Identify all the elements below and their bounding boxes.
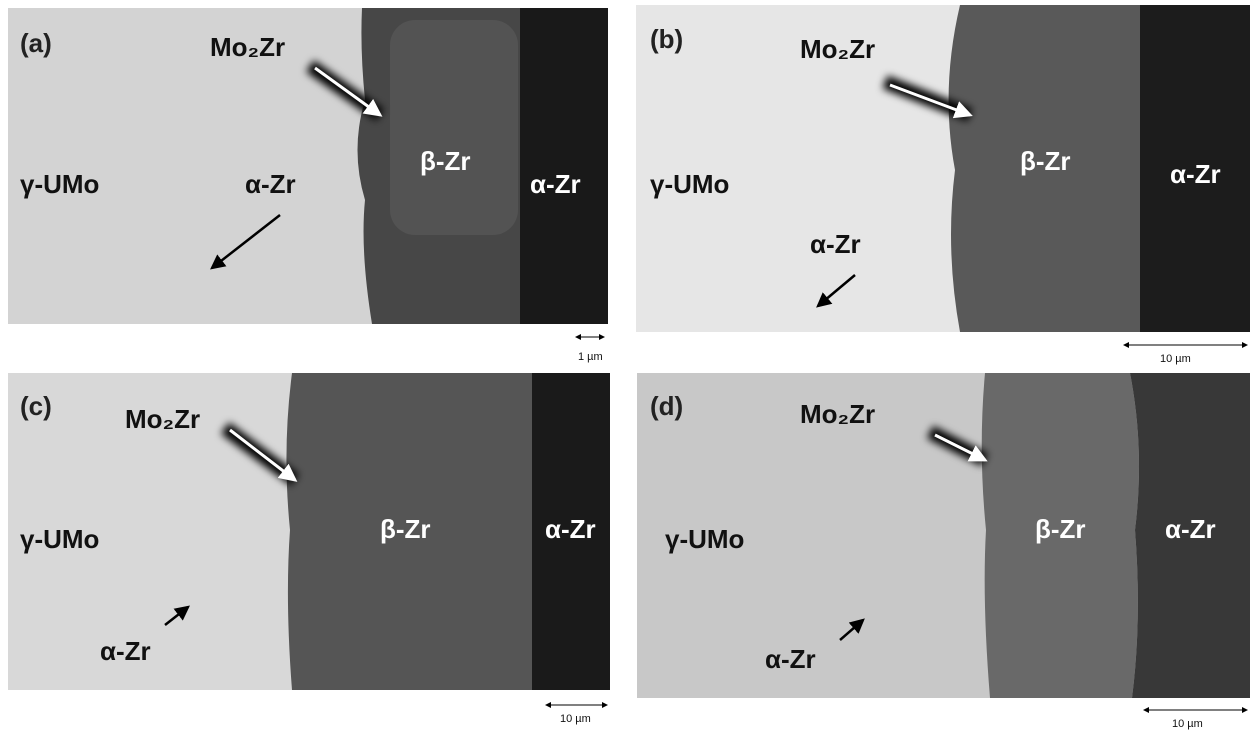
panel-b: (b) Mo₂Zr γ-UMo α-Zr β-Zr α-Zr 10 µm <box>636 5 1250 365</box>
phase-label: α-Zr <box>810 229 861 259</box>
phase-label: γ-UMo <box>665 524 744 554</box>
phase-label: α-Zr <box>100 636 151 666</box>
panel-d: (d) Mo₂Zr γ-UMo α-Zr β-Zr α-Zr 10 µm <box>637 373 1250 730</box>
phase-label: α-Zr <box>765 644 816 674</box>
phase-label: α-Zr <box>1170 159 1221 189</box>
phase-label: Mo₂Zr <box>800 399 875 429</box>
panel-label: (b) <box>650 24 683 54</box>
panel-a: (a) Mo₂Zr γ-UMo α-Zr β-Zr α-Zr 1 µm <box>8 8 608 363</box>
phase-label: Mo₂Zr <box>125 404 200 434</box>
panel-label: (a) <box>20 28 52 58</box>
panel-label: (d) <box>650 391 683 421</box>
scale-label: 10 µm <box>1172 718 1203 730</box>
phase-label: γ-UMo <box>20 169 99 199</box>
phase-label: α-Zr <box>530 169 581 199</box>
phase-label: α-Zr <box>245 169 296 199</box>
figure: (a) Mo₂Zr γ-UMo α-Zr β-Zr α-Zr 1 µm (b) … <box>0 0 1252 732</box>
phase-label: Mo₂Zr <box>800 34 875 64</box>
scale-label: 1 µm <box>578 351 603 363</box>
scale-label: 10 µm <box>560 713 591 725</box>
alpha-region <box>520 8 608 324</box>
phase-label: β-Zr <box>420 146 471 176</box>
beta-grain <box>390 20 518 235</box>
panel-label: (c) <box>20 391 52 421</box>
phase-label: β-Zr <box>380 514 431 544</box>
phase-label: Mo₂Zr <box>210 32 285 62</box>
phase-label: β-Zr <box>1035 514 1086 544</box>
phase-label: α-Zr <box>545 514 596 544</box>
panel-c: (c) Mo₂Zr γ-UMo α-Zr β-Zr α-Zr 10 µm <box>8 373 610 725</box>
phase-label: γ-UMo <box>650 169 729 199</box>
phase-label: α-Zr <box>1165 514 1216 544</box>
phase-label: γ-UMo <box>20 524 99 554</box>
phase-label: β-Zr <box>1020 146 1071 176</box>
scale-label: 10 µm <box>1160 353 1191 365</box>
